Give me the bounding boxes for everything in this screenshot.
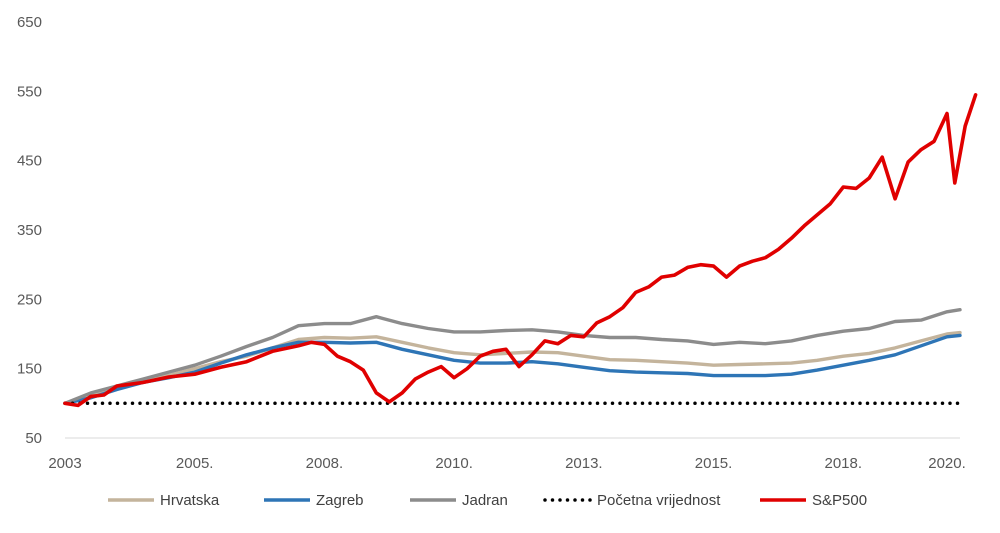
- legend-label: S&P500: [812, 492, 867, 509]
- x-tick-label: 2003: [48, 455, 81, 472]
- x-tick-label: 2008.: [306, 455, 344, 472]
- x-tick-label: 2005.: [176, 455, 214, 472]
- y-tick-label: 50: [25, 430, 42, 447]
- series-line: [63, 93, 978, 408]
- y-axis-tick-labels: 50 150 250 350 450 550 650: [17, 14, 42, 447]
- x-tick-label: 2015.: [695, 455, 733, 472]
- x-tick-label: 2010.: [435, 455, 473, 472]
- y-tick-label: 450: [17, 153, 42, 170]
- y-tick-label: 150: [17, 361, 42, 378]
- y-tick-label: 250: [17, 291, 42, 308]
- y-tick-label: 550: [17, 83, 42, 100]
- legend-label: Zagreb: [316, 492, 364, 509]
- x-tick-label: 2013.: [565, 455, 603, 472]
- legend-label: Početna vrijednost: [597, 492, 721, 509]
- series-layer: [63, 93, 978, 408]
- x-tick-label: 2018.: [824, 455, 862, 472]
- series-line: [63, 333, 962, 405]
- series-line: [63, 308, 962, 405]
- x-axis-tick-labels: 2003 2005. 2008. 2010. 2013. 2015. 2018. 2020.: [48, 455, 965, 472]
- y-tick-label: 350: [17, 222, 42, 239]
- y-tick-label: 650: [17, 14, 42, 31]
- legend-label: Jadran: [462, 492, 508, 509]
- legend: Hrvatska Zagreb Jadran Početna vrijednost S&…: [108, 492, 867, 509]
- legend-label: Hrvatska: [160, 492, 220, 509]
- x-tick-label: 2020.: [928, 455, 966, 472]
